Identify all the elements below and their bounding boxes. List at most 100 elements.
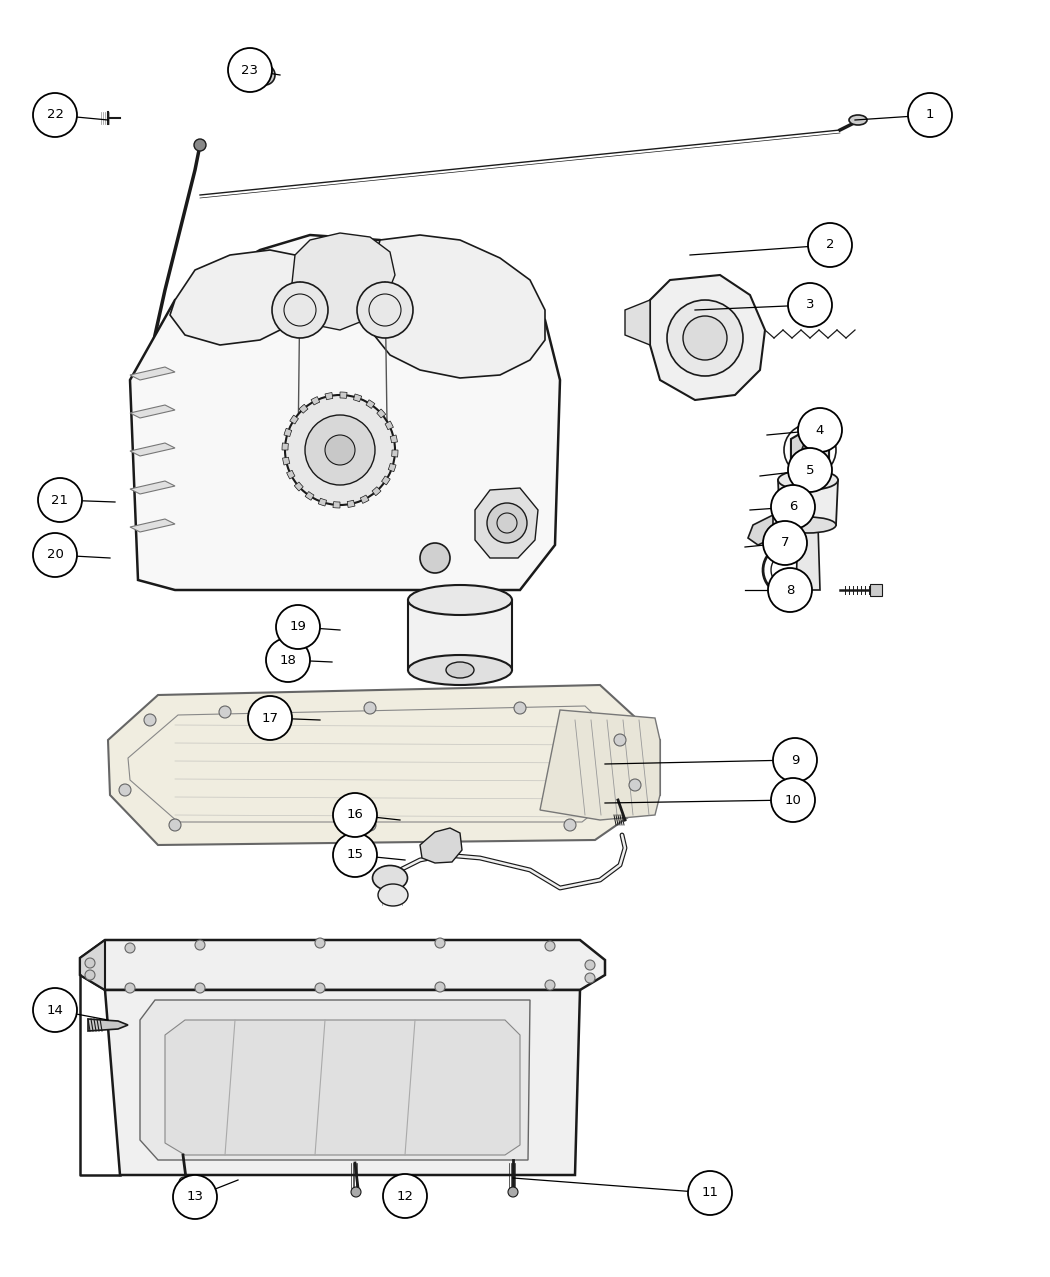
Text: 7: 7: [781, 536, 790, 549]
Polygon shape: [748, 515, 773, 545]
Text: 9: 9: [791, 753, 799, 766]
Text: 20: 20: [46, 549, 63, 562]
Polygon shape: [475, 488, 538, 558]
Circle shape: [763, 521, 807, 564]
Polygon shape: [540, 710, 660, 820]
Text: 15: 15: [346, 848, 363, 862]
Wedge shape: [366, 400, 375, 409]
Circle shape: [771, 485, 815, 529]
Circle shape: [771, 778, 815, 822]
Text: 11: 11: [701, 1186, 718, 1199]
Wedge shape: [306, 492, 314, 501]
Wedge shape: [385, 421, 394, 429]
Polygon shape: [130, 443, 175, 456]
Wedge shape: [299, 405, 308, 414]
Wedge shape: [282, 443, 289, 450]
Circle shape: [802, 442, 818, 458]
Polygon shape: [130, 235, 560, 590]
Polygon shape: [778, 480, 838, 525]
Circle shape: [788, 448, 832, 492]
Circle shape: [383, 1174, 427, 1218]
Wedge shape: [294, 481, 303, 492]
Circle shape: [228, 49, 272, 92]
Circle shape: [585, 960, 595, 971]
Polygon shape: [368, 235, 545, 378]
Wedge shape: [354, 395, 362, 402]
Circle shape: [768, 568, 812, 612]
Circle shape: [194, 139, 206, 151]
Circle shape: [326, 435, 355, 465]
Polygon shape: [130, 405, 175, 418]
Circle shape: [33, 93, 77, 137]
Text: 22: 22: [46, 109, 63, 121]
Circle shape: [304, 415, 375, 485]
Polygon shape: [130, 481, 175, 494]
Wedge shape: [381, 476, 391, 485]
Circle shape: [119, 784, 131, 796]
Polygon shape: [650, 275, 765, 400]
Circle shape: [667, 300, 743, 375]
Circle shape: [364, 702, 376, 714]
Ellipse shape: [373, 866, 407, 890]
Circle shape: [908, 93, 952, 137]
Ellipse shape: [446, 661, 474, 678]
Circle shape: [125, 942, 135, 953]
Circle shape: [351, 1188, 361, 1197]
Circle shape: [315, 983, 326, 994]
Text: 3: 3: [805, 299, 814, 312]
Circle shape: [508, 1188, 518, 1197]
Circle shape: [178, 1177, 189, 1188]
Circle shape: [125, 983, 135, 994]
Text: 21: 21: [51, 493, 68, 507]
Circle shape: [195, 940, 205, 950]
Circle shape: [682, 315, 727, 360]
Wedge shape: [372, 487, 381, 495]
Circle shape: [614, 734, 626, 746]
Text: 10: 10: [784, 793, 801, 807]
Polygon shape: [791, 428, 830, 472]
Ellipse shape: [378, 884, 408, 905]
Circle shape: [773, 738, 817, 782]
Polygon shape: [130, 518, 175, 533]
Circle shape: [808, 223, 852, 267]
Wedge shape: [360, 495, 369, 503]
Circle shape: [545, 941, 555, 951]
Circle shape: [248, 696, 292, 739]
Circle shape: [333, 833, 377, 877]
Polygon shape: [292, 232, 395, 329]
Circle shape: [420, 543, 450, 573]
Circle shape: [85, 958, 94, 968]
Wedge shape: [388, 464, 396, 471]
Circle shape: [564, 819, 576, 831]
Circle shape: [272, 282, 328, 338]
Circle shape: [798, 407, 842, 452]
Wedge shape: [391, 435, 398, 443]
Wedge shape: [392, 450, 398, 457]
Polygon shape: [88, 1019, 128, 1031]
Circle shape: [266, 638, 310, 682]
Circle shape: [585, 973, 595, 983]
Circle shape: [169, 819, 181, 831]
Wedge shape: [311, 397, 319, 405]
Circle shape: [435, 982, 445, 992]
Polygon shape: [170, 250, 315, 345]
Text: 16: 16: [346, 808, 363, 821]
Circle shape: [487, 503, 527, 543]
Text: 17: 17: [261, 711, 278, 724]
Circle shape: [219, 706, 231, 718]
Circle shape: [333, 793, 377, 836]
Bar: [870, 584, 882, 596]
Polygon shape: [145, 490, 165, 501]
Circle shape: [33, 988, 77, 1032]
Text: 8: 8: [785, 584, 794, 596]
Wedge shape: [318, 498, 327, 506]
Circle shape: [315, 939, 326, 948]
Circle shape: [276, 605, 320, 649]
Polygon shape: [80, 940, 105, 990]
Polygon shape: [140, 1000, 530, 1160]
Ellipse shape: [849, 115, 867, 125]
Ellipse shape: [408, 585, 512, 616]
Polygon shape: [105, 990, 580, 1175]
Wedge shape: [340, 392, 348, 398]
Circle shape: [85, 971, 94, 979]
